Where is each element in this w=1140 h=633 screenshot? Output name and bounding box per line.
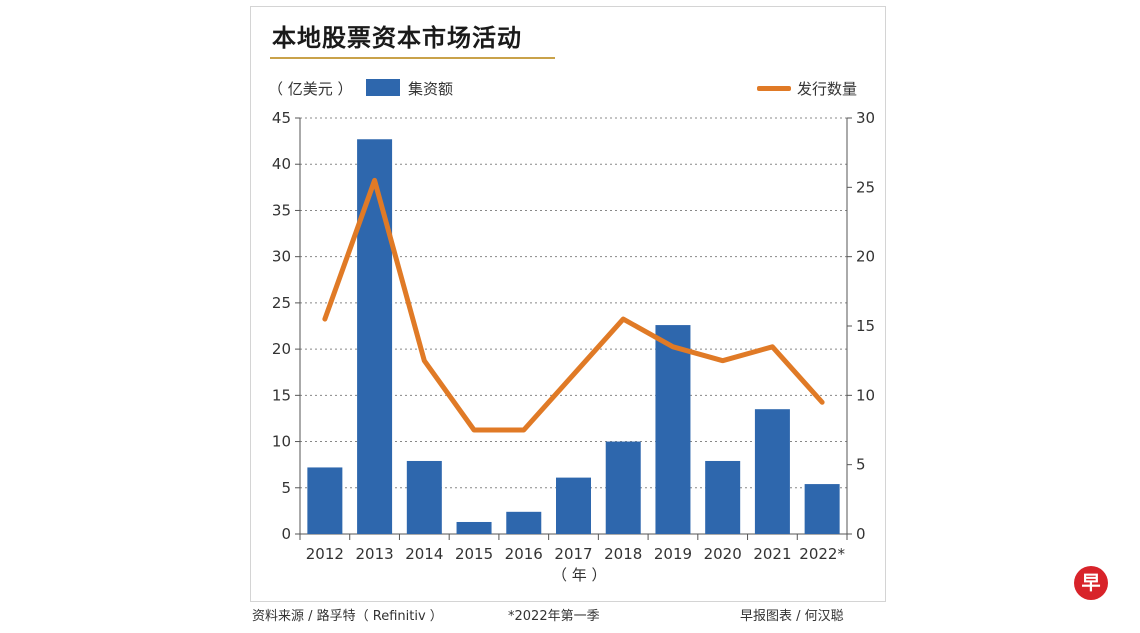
left-tick-label: 0 [281, 525, 291, 543]
legend-line-swatch [757, 86, 791, 91]
x-tick-label: 2016 [505, 545, 543, 563]
x-axis-label: （ 年 ） [552, 566, 607, 584]
left-tick-label: 45 [272, 109, 291, 127]
right-tick-label: 0 [856, 525, 866, 543]
left-tick-label: 40 [272, 155, 291, 173]
bar [605, 441, 641, 534]
left-tick-label: 20 [272, 340, 291, 358]
bar [556, 477, 591, 534]
credit-note: 早报图表 / 何汉聪 [740, 609, 844, 624]
bar [506, 511, 542, 534]
source-note: 资料来源 / 路孚特（ Refinitiv ） [252, 609, 443, 624]
chart-title: 本地股票资本市场活动 [272, 24, 522, 52]
left-tick-label: 5 [281, 479, 291, 497]
bar [456, 521, 492, 534]
legend-bar-label: 集资额 [408, 80, 454, 98]
footnote: *2022年第一季 [508, 609, 600, 624]
left-tick-label: 10 [272, 433, 291, 451]
right-tick-label: 15 [856, 317, 875, 335]
x-tick-label: 2013 [355, 545, 393, 563]
x-tick-label: 2012 [306, 545, 344, 563]
right-tick-label: 5 [856, 456, 866, 474]
right-tick-label: 10 [856, 386, 875, 404]
bar [804, 484, 840, 534]
left-tick-label: 25 [272, 294, 291, 312]
x-tick-label: 2015 [455, 545, 493, 563]
left-tick-label: 35 [272, 201, 291, 219]
title-underline [270, 57, 555, 59]
x-tick-label: 2017 [554, 545, 592, 563]
bar [357, 139, 393, 535]
bar [705, 460, 741, 534]
bar [655, 325, 691, 534]
left-tick-label: 15 [272, 386, 291, 404]
legend-bar-swatch [366, 79, 400, 96]
right-tick-label: 25 [856, 178, 875, 196]
x-tick-label: 2022* [799, 545, 845, 563]
right-tick-label: 20 [856, 248, 875, 266]
legend-line-label: 发行数量 [797, 80, 858, 98]
bar [406, 460, 442, 534]
left-axis-unit: （ 亿美元 ） [268, 80, 353, 98]
x-tick-label: 2021 [753, 545, 791, 563]
left-tick-label: 30 [272, 248, 291, 266]
x-tick-label: 2020 [704, 545, 742, 563]
x-tick-label: 2014 [405, 545, 443, 563]
bar [307, 467, 343, 534]
x-tick-label: 2019 [654, 545, 692, 563]
right-tick-label: 30 [856, 109, 875, 127]
series-line [322, 177, 825, 433]
bar [754, 409, 790, 534]
x-tick-label: 2018 [604, 545, 642, 563]
zaobao-logo: 早 [1074, 566, 1108, 600]
